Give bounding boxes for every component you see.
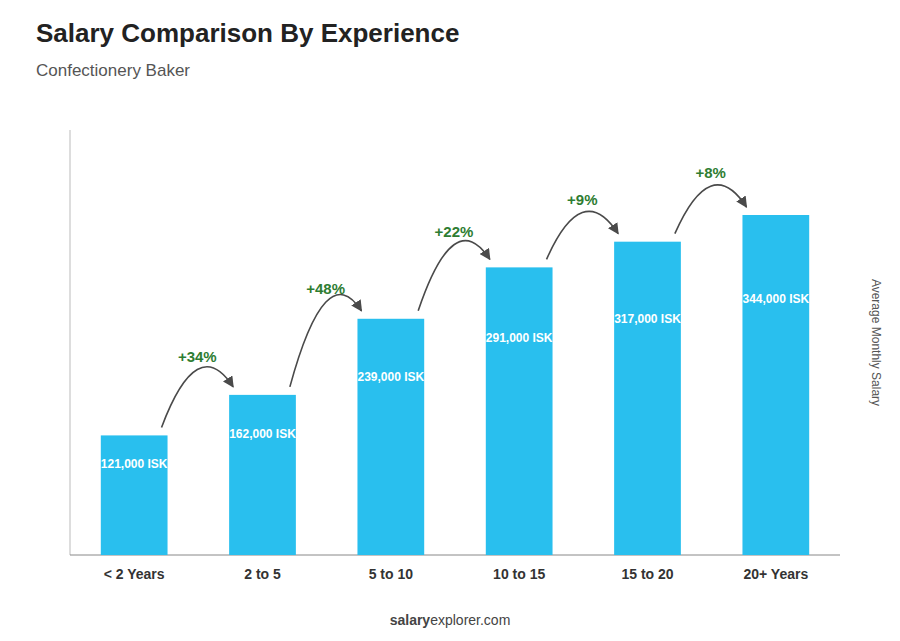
bars [101,215,809,555]
data-label: 162,000 ISK [229,427,296,441]
bar [614,242,681,555]
annotation: +48% [306,280,345,297]
footer-part: salary [390,612,431,628]
y-axis-line [70,130,71,555]
annotation-arrow [162,367,234,428]
data-label: 121,000 ISK [101,457,168,471]
title: Salary Comparison By Experience [36,18,459,48]
bar [357,319,424,555]
x-tick-label: 2 to 5 [244,566,281,582]
bar [101,435,168,555]
annotation-arrow [290,295,362,387]
bar [742,215,809,555]
x-tick-label: 20+ Years [743,566,808,582]
x-tick-label: 10 to 15 [493,566,545,582]
annotation-arrow [547,211,619,259]
data-label: 317,000 ISK [614,312,681,326]
footer-part: explorer.com [430,612,510,628]
annotation-arrow [418,241,490,311]
annotation-arrow [675,185,747,234]
footer: salaryexplorer.com [390,612,511,628]
x-tick-label: 5 to 10 [369,566,414,582]
x-tick-label: < 2 Years [104,566,165,582]
bar [486,267,553,555]
subtitle: Confectionery Baker [36,61,190,80]
data-label: 291,000 ISK [486,331,553,345]
annotation: +9% [567,191,597,208]
y-axis-label: Average Monthly Salary [869,279,883,406]
data-label: 239,000 ISK [357,370,424,384]
annotation: +34% [178,348,217,365]
chart: Salary Comparison By Experience Confectio… [0,0,900,641]
x-tick-label: 15 to 20 [621,566,673,582]
x-axis-line [70,555,840,556]
bar [229,395,296,555]
data-label: 344,000 ISK [742,292,809,306]
annotation: +8% [695,164,725,181]
annotation: +22% [435,223,474,240]
